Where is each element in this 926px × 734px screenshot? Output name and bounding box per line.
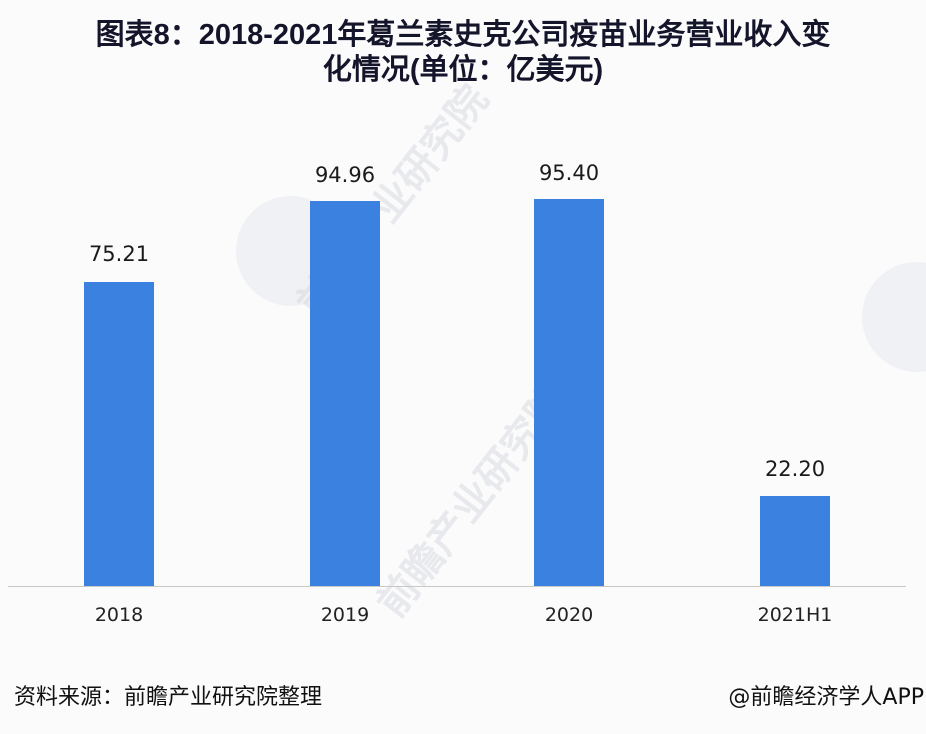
x-tick-label: 2018 — [94, 604, 144, 626]
bar-value-label: 94.96 — [314, 163, 376, 187]
bar-value-label: 75.21 — [88, 242, 150, 266]
bar-2021h1 — [760, 496, 830, 586]
source-note: 资料来源：前瞻产业研究院整理 — [14, 685, 323, 710]
bar-2019 — [310, 201, 380, 586]
bar-value-label: 95.40 — [538, 161, 600, 185]
chart-title-line1: 图表8：2018-2021年葛兰素史克公司疫苗业务营业收入变 — [95, 19, 831, 51]
bar-2020 — [534, 199, 604, 586]
x-tick-label: 2020 — [544, 604, 594, 626]
credit-note: @前瞻经济学人APP — [728, 685, 924, 710]
bar-2018 — [84, 282, 154, 586]
bar-value-label: 22.20 — [764, 457, 826, 481]
x-tick-label: 2021H1 — [757, 604, 833, 626]
chart-title: 图表8：2018-2021年葛兰素史克公司疫苗业务营业收入变 化情况(单位：亿美… — [0, 18, 926, 88]
x-axis-line — [8, 586, 906, 587]
chart-title-line2: 化情况(单位：亿美元) — [322, 54, 604, 86]
x-tick-label: 2019 — [320, 604, 370, 626]
